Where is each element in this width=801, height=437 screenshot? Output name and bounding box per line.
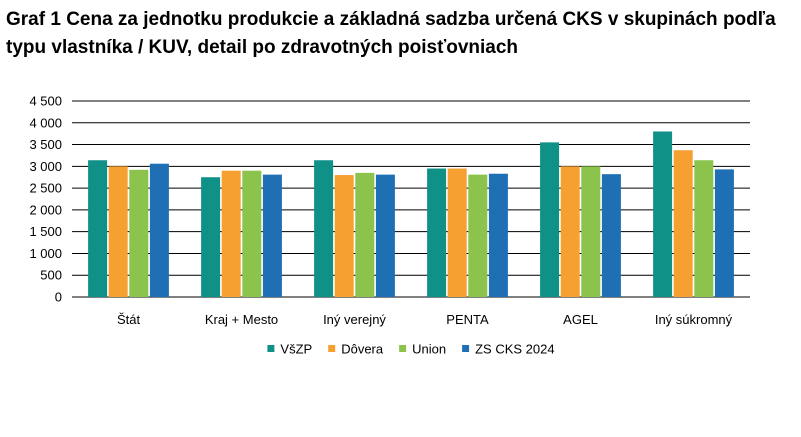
y-tick-label: 500 — [40, 268, 62, 283]
bar — [201, 177, 221, 297]
x-axis-ticks: Štát Kraj + Mesto Iný verejný PENTA AGEL Iný … — [117, 312, 733, 327]
bar — [262, 174, 282, 297]
y-tick-label: 4 000 — [29, 115, 62, 130]
bar — [488, 173, 508, 297]
y-tick-label: 4 500 — [29, 94, 62, 109]
bar — [108, 166, 128, 297]
x-tick-label: Iný verejný — [323, 312, 386, 327]
bar — [714, 169, 734, 297]
x-tick-label: Kraj + Mesto — [205, 312, 278, 327]
bar — [149, 163, 169, 297]
x-tick-label: PENTA — [446, 312, 489, 327]
bar — [375, 174, 395, 297]
bar — [314, 160, 334, 297]
y-axis-ticks: 0 500 1 000 1 500 2 000 2 500 3 000 3 500 4 000 4… — [29, 94, 62, 305]
chart-title: Graf 1 Cena za jednotku produkcie a zákl… — [6, 9, 776, 58]
y-tick-label: 1 000 — [29, 246, 62, 261]
bar — [581, 166, 601, 297]
gridlines — [72, 100, 750, 298]
x-tick-label: AGEL — [563, 312, 598, 327]
bar — [334, 175, 354, 297]
legend-marker — [462, 345, 470, 352]
bar — [673, 150, 693, 297]
bar — [447, 168, 467, 297]
bar — [221, 170, 241, 297]
bar — [560, 166, 580, 297]
legend-label: ZS CKS 2024 — [475, 342, 555, 357]
legend-label: Union — [412, 342, 446, 357]
y-tick-label: 0 — [55, 290, 62, 305]
legend-label: Dôvera — [341, 342, 384, 357]
bar — [601, 174, 621, 297]
legend-marker — [267, 345, 275, 352]
bar — [242, 170, 262, 297]
bar — [540, 142, 560, 297]
bar — [427, 168, 447, 297]
legend: VšZP Dôvera Union ZS CKS 2024 — [267, 342, 555, 357]
y-tick-label: 3 500 — [29, 137, 62, 152]
y-tick-label: 3 000 — [29, 159, 62, 174]
y-tick-label: 2 500 — [29, 181, 62, 196]
bars — [88, 131, 734, 297]
y-tick-label: 1 500 — [29, 224, 62, 239]
x-tick-label: Štát — [117, 312, 141, 327]
bar — [468, 174, 488, 297]
legend-marker — [399, 345, 407, 352]
y-tick-label: 2 000 — [29, 202, 62, 217]
x-tick-label: Iný súkromný — [655, 312, 733, 327]
bar — [129, 169, 149, 297]
legend-marker — [328, 345, 336, 352]
legend-label: VšZP — [280, 342, 312, 357]
bar — [694, 160, 714, 297]
bar — [653, 131, 673, 297]
bar — [88, 160, 108, 297]
bar — [355, 172, 375, 297]
